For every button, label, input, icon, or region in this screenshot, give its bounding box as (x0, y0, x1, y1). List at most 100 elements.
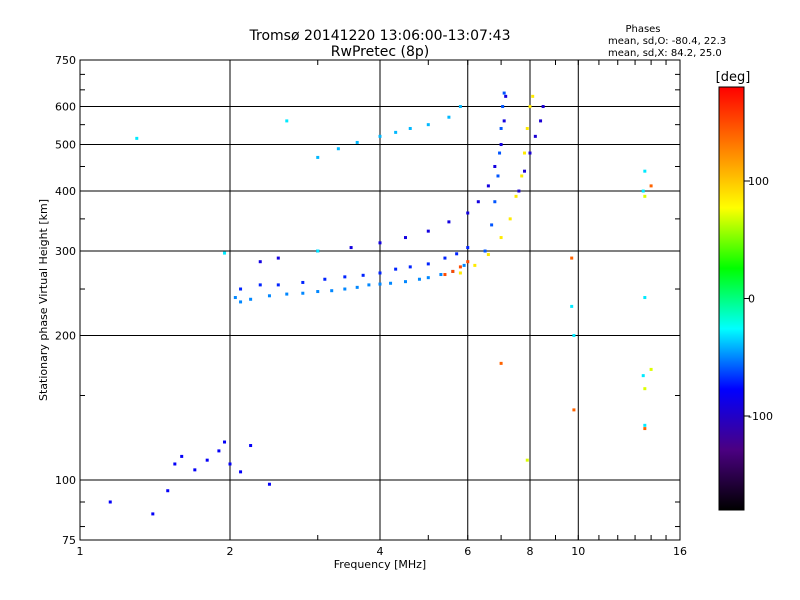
echo-point (466, 260, 470, 264)
echo-point (301, 291, 305, 295)
echo-point (504, 94, 508, 98)
echo-point (496, 174, 500, 178)
echo-point (316, 249, 320, 253)
echo-point (343, 287, 347, 291)
echo-point (355, 285, 359, 289)
echo-point (466, 246, 470, 250)
echo-point (572, 334, 576, 338)
plot-grid (80, 60, 680, 540)
echo-point (539, 119, 543, 123)
x-axis: 1 2 4 6 8 10 16 (77, 60, 687, 558)
echo-point (316, 155, 320, 159)
echo-point (151, 512, 155, 516)
x-tick-label: 8 (527, 545, 534, 558)
echo-point (643, 194, 647, 198)
stats-heading: Phases (625, 24, 660, 35)
echo-point (276, 256, 280, 260)
stats-line-x: mean, sd,X: 84.2, 25.0 (608, 48, 722, 59)
echo-point (394, 267, 398, 271)
echo-point (223, 251, 227, 255)
y-tick-label: 750 (55, 54, 76, 67)
echo-point (447, 220, 451, 224)
echo-point (533, 134, 537, 138)
echo-point (316, 290, 320, 294)
echo-point (323, 277, 327, 281)
echo-point (403, 280, 407, 284)
echo-point (514, 194, 518, 198)
echo-point (258, 260, 262, 264)
echo-point (276, 283, 280, 287)
x-tick-label: 1 (77, 545, 84, 558)
y-tick-label: 200 (55, 330, 76, 343)
echo-point (502, 119, 506, 123)
echo-point (451, 269, 455, 273)
echo-point (466, 211, 470, 215)
echo-point (649, 367, 653, 371)
x-tick-label: 6 (464, 545, 471, 558)
echo-point (249, 444, 253, 448)
echo-point (641, 189, 645, 193)
echo-point (228, 462, 232, 466)
echo-point (458, 265, 462, 269)
echo-point (643, 423, 647, 427)
echo-point (443, 273, 447, 277)
echo-point (439, 273, 443, 277)
echo-point (343, 275, 347, 279)
echo-point (426, 123, 430, 127)
colorbar-tick-label: -100 (748, 410, 773, 423)
echo-point (520, 174, 524, 178)
echo-point (483, 249, 487, 253)
echo-point (641, 374, 645, 378)
echo-point (217, 449, 221, 453)
echo-point (426, 229, 430, 233)
y-tick-label: 100 (55, 474, 76, 487)
colorbar (718, 86, 745, 511)
y-tick-label: 300 (55, 245, 76, 258)
echo-point (643, 427, 647, 431)
echo-point (508, 217, 512, 221)
echo-point (499, 236, 503, 240)
echo-point (523, 151, 527, 155)
echo-point (447, 115, 451, 119)
echo-point (355, 140, 359, 144)
echo-point (301, 280, 305, 284)
echo-point (570, 304, 574, 308)
echo-point (249, 297, 253, 301)
echo-point (426, 276, 430, 280)
echo-point (378, 282, 382, 286)
echo-point (493, 164, 497, 168)
echo-point (473, 263, 477, 267)
echo-point (528, 151, 532, 155)
echo-point (501, 105, 505, 109)
echo-point (499, 143, 503, 147)
echo-point (541, 105, 545, 109)
y-tick-label: 75 (62, 534, 76, 547)
x-tick-label: 16 (673, 545, 687, 558)
chart-title: Tromsø 20141220 13:06:00-13:07:43 (249, 28, 511, 44)
echo-point (389, 281, 393, 285)
y-tick-label: 600 (55, 101, 76, 114)
echo-point (490, 223, 494, 227)
echo-point (458, 271, 462, 275)
echo-point (458, 105, 462, 109)
echo-point (417, 277, 421, 281)
echo-point (493, 200, 497, 204)
echo-point (166, 489, 170, 493)
echo-point (426, 262, 430, 266)
x-tick-label: 4 (377, 545, 384, 558)
echo-point (408, 265, 412, 269)
colorbar-ticks: 100 0 -100 (744, 175, 773, 423)
colorbar-tick-label: 100 (748, 175, 769, 188)
colorbar-tick-label: 0 (748, 293, 755, 306)
colorbar-label: [deg] (716, 70, 751, 85)
echo-point (233, 296, 237, 300)
y-axis: 75 100 200 300 400 500 600 750 (55, 54, 680, 547)
echo-point (502, 91, 506, 95)
echo-point (239, 300, 243, 304)
echo-point (443, 256, 447, 260)
echo-point (643, 296, 647, 300)
echo-point (173, 462, 177, 466)
echo-point (408, 126, 412, 130)
echo-point (486, 253, 490, 257)
echo-point (523, 169, 527, 173)
